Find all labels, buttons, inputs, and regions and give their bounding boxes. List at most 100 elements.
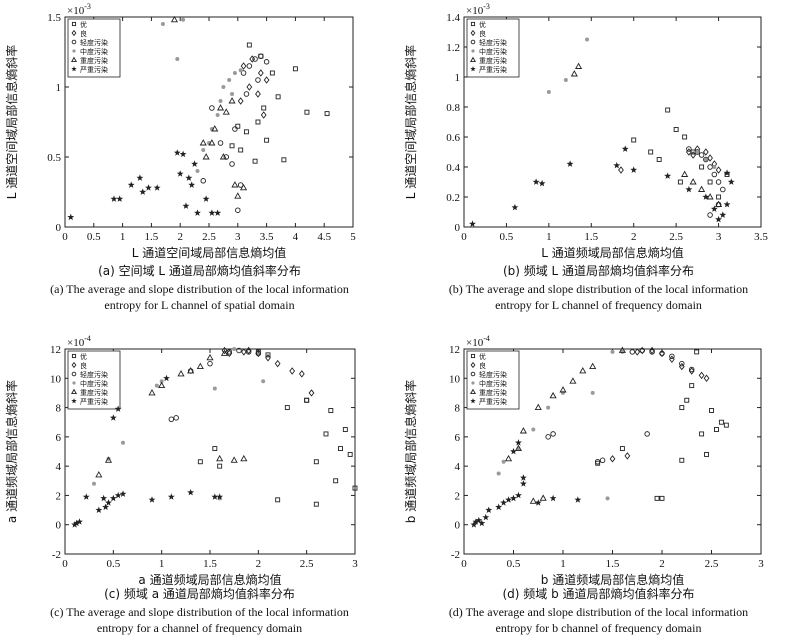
legend-label: 优 — [80, 20, 87, 29]
data-point — [281, 157, 287, 163]
data-point — [246, 63, 253, 69]
caption-zh-b: (b) 频域 L 通道局部熵均值斜率分布 — [502, 264, 695, 278]
data-point — [228, 97, 236, 104]
caption-en-a-2: entropy for L channel of spatial domain — [104, 298, 295, 312]
data-point — [232, 126, 238, 132]
x-tick-label: 0.5 — [500, 231, 514, 243]
data-point — [258, 53, 264, 59]
data-point — [520, 480, 527, 487]
legend-marker — [71, 66, 77, 72]
data-point — [469, 220, 476, 227]
y-tick-label: 0.8 — [446, 102, 460, 114]
data-point — [624, 452, 631, 460]
data-point — [176, 170, 184, 177]
data-point — [104, 456, 113, 463]
x-tick-label: 0.5 — [106, 558, 120, 570]
data-point — [136, 174, 144, 181]
data-point — [618, 166, 624, 174]
data-point — [610, 349, 615, 354]
data-point — [216, 493, 224, 500]
data-point — [534, 499, 542, 506]
data-point — [212, 386, 217, 391]
data-point — [529, 497, 537, 504]
data-point — [609, 455, 616, 463]
data-point — [664, 172, 672, 179]
y-axis-label: a 通道频域局部信息熵斜率 — [4, 380, 19, 523]
legend-marker — [469, 388, 477, 395]
data-point — [240, 62, 247, 70]
data-point — [313, 459, 319, 465]
data-point — [707, 164, 713, 170]
data-point — [114, 491, 122, 499]
data-point — [229, 143, 235, 149]
legend-marker — [71, 398, 77, 404]
data-point — [252, 158, 258, 164]
data-point — [92, 481, 96, 486]
data-point — [95, 506, 103, 513]
y-tick-label: 1.5 — [47, 12, 61, 24]
data-point — [221, 346, 228, 355]
data-point — [590, 390, 595, 395]
x-tick-label: 3 — [235, 231, 241, 243]
data-point — [219, 153, 227, 160]
data-point — [539, 494, 547, 501]
data-point — [631, 137, 637, 143]
data-point — [574, 62, 583, 69]
y-tick-label: 2 — [455, 490, 461, 502]
data-point — [634, 348, 641, 356]
caption-en-d-2: entropy for b channel of frequency domai… — [495, 621, 702, 635]
legend-marker — [70, 56, 78, 63]
data-point — [519, 427, 527, 434]
data-point — [195, 169, 200, 173]
y-scale-factor: ×10-3 — [466, 2, 490, 17]
x-axis-label: L 通道空间域局部信息熵均值 — [132, 245, 287, 260]
legend-marker — [71, 39, 77, 45]
data-point — [235, 123, 241, 129]
y-tick-label: 8 — [455, 403, 461, 415]
y-tick-label: 6 — [455, 432, 461, 444]
data-point — [514, 444, 523, 452]
legend-label: 重度污染 — [80, 388, 108, 397]
data-point — [690, 151, 696, 159]
x-tick-label: 2 — [659, 558, 665, 570]
data-point — [500, 499, 507, 506]
data-point — [255, 119, 261, 125]
data-point — [173, 149, 181, 156]
legend-label: 中度污染 — [479, 379, 507, 388]
data-point — [304, 397, 310, 403]
data-point — [703, 374, 710, 383]
x-tick-label: 3 — [352, 558, 358, 570]
y-scale-factor: ×10-4 — [466, 334, 490, 349]
data-point — [684, 397, 690, 403]
data-point — [239, 183, 248, 191]
legend-marker — [72, 49, 76, 53]
data-point — [163, 374, 170, 382]
data-point — [504, 454, 513, 462]
data-point — [656, 157, 662, 162]
data-point — [187, 488, 195, 496]
data-point — [709, 408, 714, 413]
data-point — [208, 139, 216, 146]
data-point — [659, 350, 665, 357]
data-point — [212, 446, 218, 452]
data-point — [620, 349, 625, 354]
data-point — [549, 494, 557, 502]
data-point — [723, 200, 731, 208]
data-point — [720, 186, 726, 193]
y-axis-label: L 通道空间域局部信息熵斜率 — [4, 45, 19, 200]
data-point — [328, 408, 334, 413]
y-tick-label: 0.4 — [446, 162, 460, 174]
scatter-chart-b: 0 0.5 1 1.5 2 2.5 3 3.5 0 0.2 0.4 0.6 0.8 1 1.2 1.4 ×10-… — [403, 2, 768, 260]
data-point — [531, 427, 536, 432]
data-point — [260, 111, 267, 119]
data-point — [304, 109, 310, 115]
legend-marker — [70, 388, 78, 395]
data-point — [723, 169, 731, 176]
data-point — [206, 353, 214, 361]
data-point — [698, 185, 706, 192]
data-point — [546, 405, 551, 410]
y-tick-label: 0 — [56, 520, 62, 532]
data-point — [686, 146, 692, 152]
data-point — [159, 379, 164, 384]
x-tick-label: 1.5 — [584, 231, 598, 243]
